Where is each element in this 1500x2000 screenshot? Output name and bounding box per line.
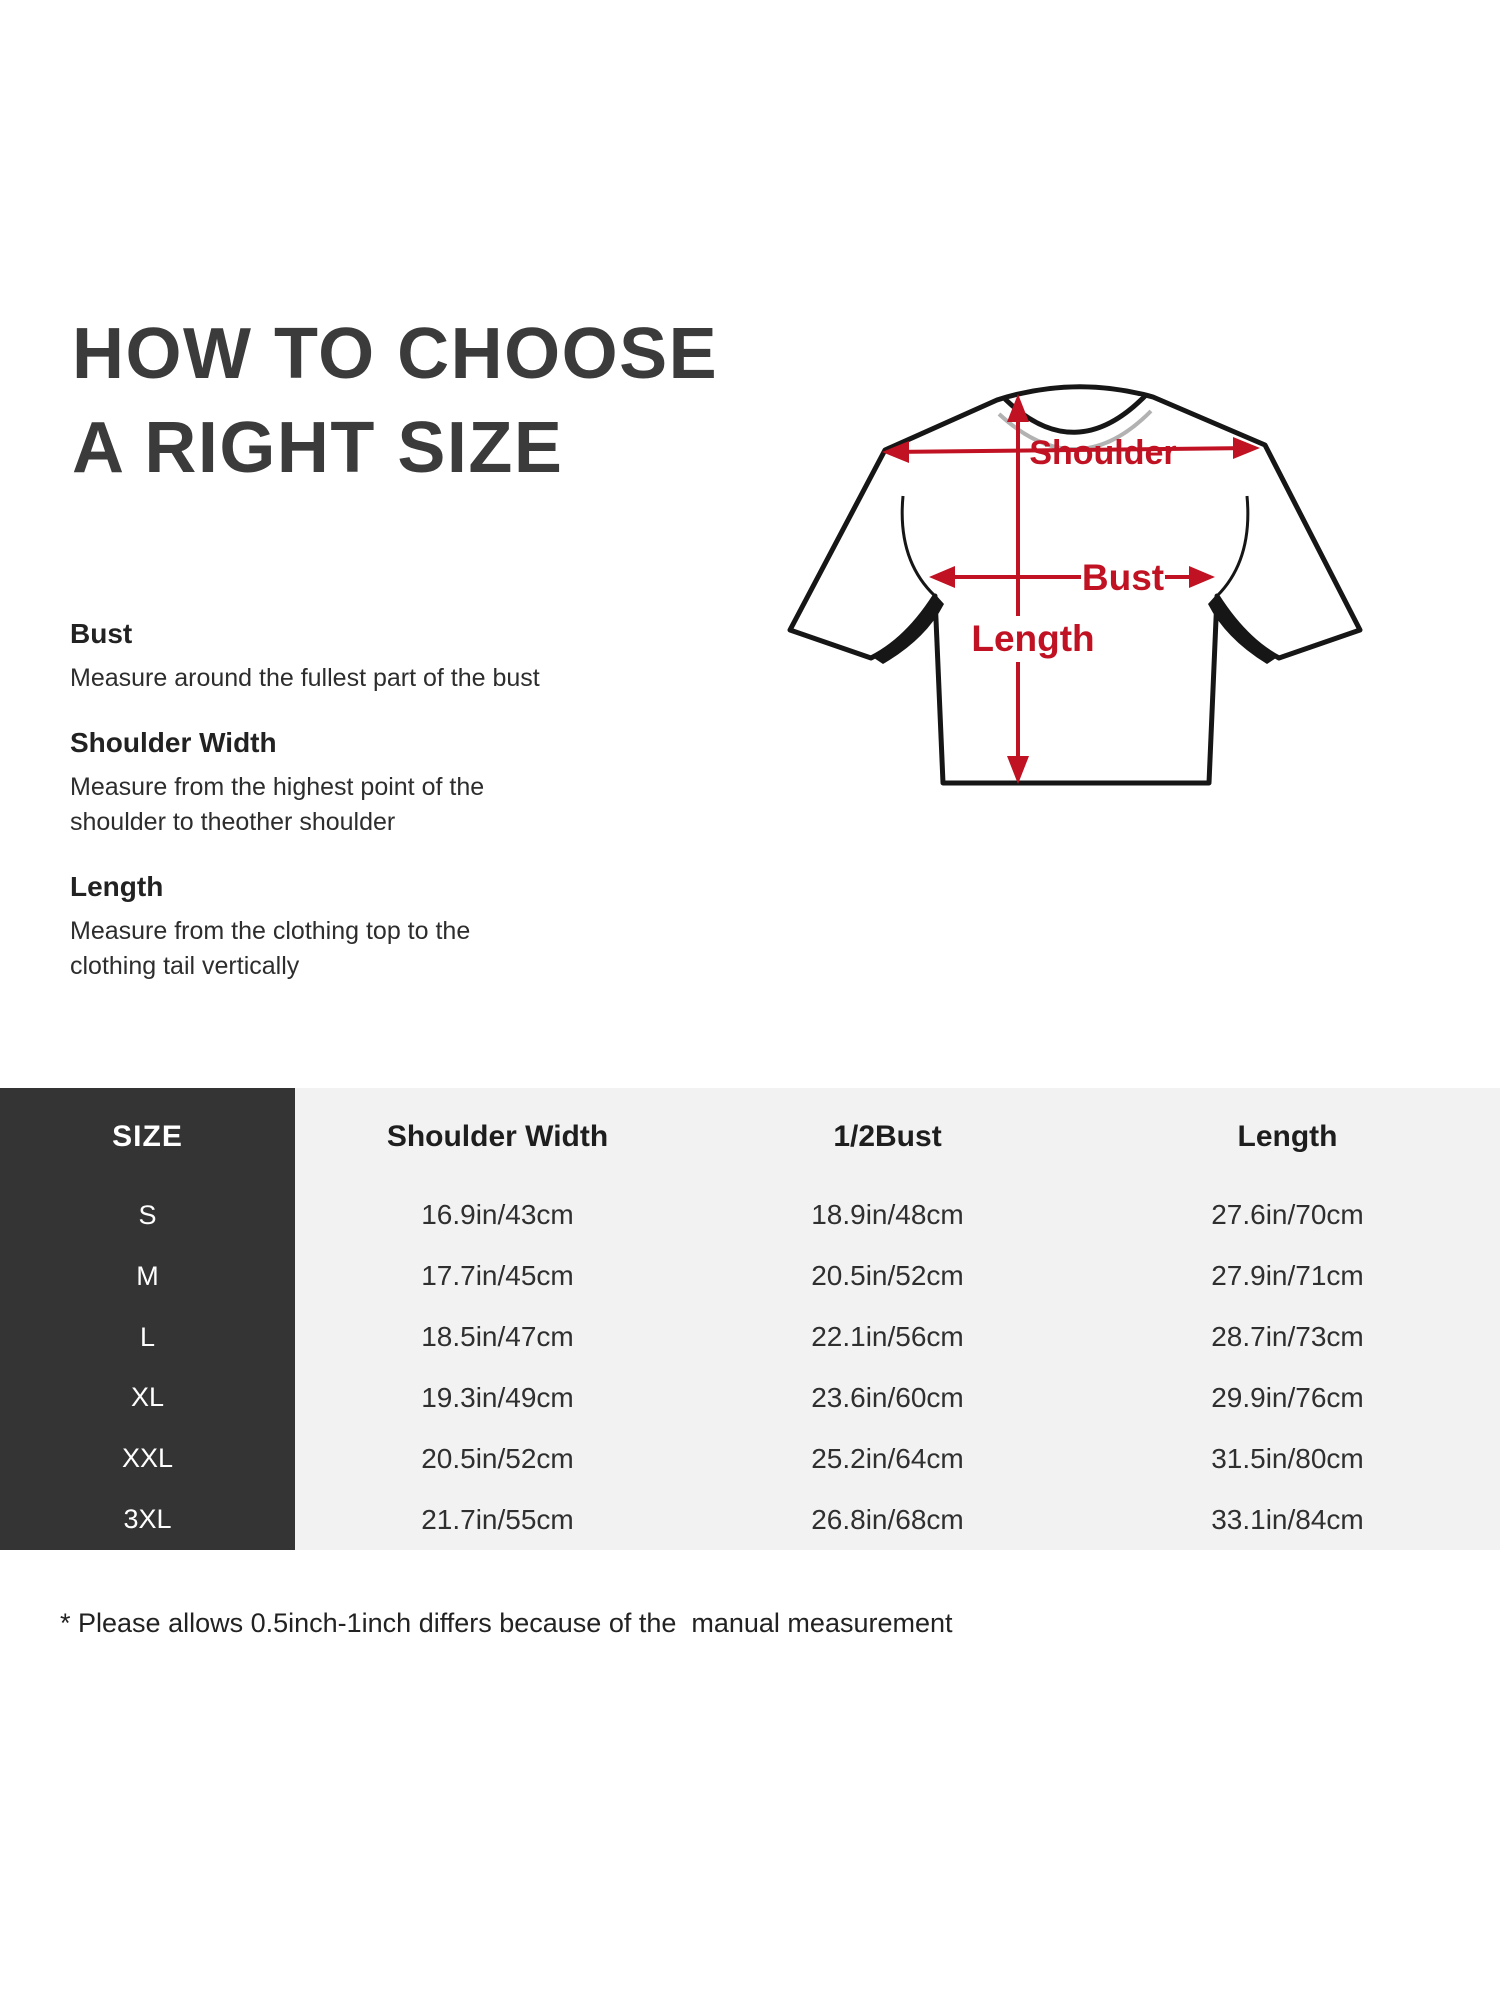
measure-guide: Bust Measure around the fullest part of …: [70, 618, 650, 1015]
column-header-half-bust: 1/2Bust: [833, 1119, 942, 1153]
bust-arrowhead-right-icon: [1189, 566, 1215, 588]
cell-half-bust: 25.2in/64cm: [811, 1442, 964, 1474]
cell-shoulder-width: 16.9in/43cm: [421, 1199, 574, 1231]
shoulder-arrow-line: [887, 446, 1254, 454]
title-line-2: A RIGHT SIZE: [72, 407, 564, 488]
left-sleeve-seam-icon: [900, 495, 937, 598]
cell-shoulder-width: 19.3in/49cm: [421, 1381, 574, 1413]
cell-shoulder-width: 20.5in/52cm: [421, 1442, 574, 1474]
tshirt-diagram: Shoulder Bust Length: [785, 368, 1365, 798]
guide-section-bust: Bust Measure around the fullest part of …: [70, 618, 650, 696]
length-label: Length: [971, 618, 1094, 659]
cell-length: 31.5in/80cm: [1211, 1442, 1364, 1474]
row-size-label: XXL: [0, 1428, 295, 1490]
guide-body: Measure around the fullest part of the b…: [70, 664, 540, 692]
cell-length: 28.7in/73cm: [1211, 1321, 1364, 1353]
row-size-label: M: [0, 1245, 295, 1307]
guide-body: Measure from the clothing top to the clo…: [70, 917, 471, 980]
row-size-label: 3XL: [0, 1489, 295, 1550]
measurement-disclaimer: * Please allows 0.5inch-1inch differs be…: [60, 1608, 953, 1638]
cell-half-bust: 18.9in/48cm: [811, 1199, 964, 1231]
column-header-length: Length: [1237, 1119, 1338, 1153]
cell-shoulder-width: 18.5in/47cm: [421, 1321, 574, 1353]
length-arrowhead-top-icon: [1007, 394, 1029, 422]
row-size-label: XL: [0, 1367, 295, 1429]
guide-heading: Length: [70, 871, 164, 902]
right-sleeve-seam-icon: [1215, 495, 1250, 598]
shoulder-arrowhead-left-icon: [882, 441, 909, 463]
length-arrowhead-bottom-icon: [1007, 756, 1029, 784]
page-title: HOW TO CHOOSE A RIGHT SIZE: [72, 308, 718, 495]
size-table: SIZE Shoulder Width 1/2Bust Length S 16.…: [0, 1088, 1500, 1550]
shoulder-arrowhead-right-icon: [1233, 437, 1260, 459]
cell-half-bust: 23.6in/60cm: [811, 1381, 964, 1413]
guide-body: Measure from the highest point of the sh…: [70, 773, 485, 836]
shoulder-label: Shoulder: [1029, 434, 1176, 472]
guide-section-shoulder: Shoulder Width Measure from the highest …: [70, 727, 650, 840]
guide-heading: Shoulder Width: [70, 727, 277, 758]
bust-arrowhead-left-icon: [929, 566, 955, 588]
cell-shoulder-width: 17.7in/45cm: [421, 1260, 574, 1292]
cell-length: 33.1in/84cm: [1211, 1503, 1364, 1535]
row-size-label: L: [0, 1306, 295, 1368]
guide-section-length: Length Measure from the clothing top to …: [70, 871, 650, 984]
cell-half-bust: 22.1in/56cm: [811, 1321, 964, 1353]
row-size-label: S: [0, 1185, 295, 1246]
tshirt-diagram-icon: Shoulder Bust Length: [787, 384, 1363, 786]
cell-shoulder-width: 21.7in/55cm: [421, 1503, 574, 1535]
cell-half-bust: 26.8in/68cm: [811, 1503, 964, 1535]
column-header-shoulder: Shoulder Width: [386, 1119, 609, 1153]
bust-label: Bust: [1082, 557, 1164, 598]
title-line-1: HOW TO CHOOSE: [72, 314, 719, 394]
cell-half-bust: 20.5in/52cm: [811, 1260, 964, 1292]
right-armpit-shade-icon: [1208, 594, 1279, 664]
cell-length: 27.6in/70cm: [1211, 1199, 1364, 1231]
column-header-size: SIZE: [0, 1088, 295, 1185]
left-armpit-shade-icon: [871, 594, 944, 664]
cell-length: 27.9in/71cm: [1211, 1260, 1364, 1292]
guide-heading: Bust: [70, 618, 133, 649]
cell-length: 29.9in/76cm: [1211, 1381, 1364, 1413]
